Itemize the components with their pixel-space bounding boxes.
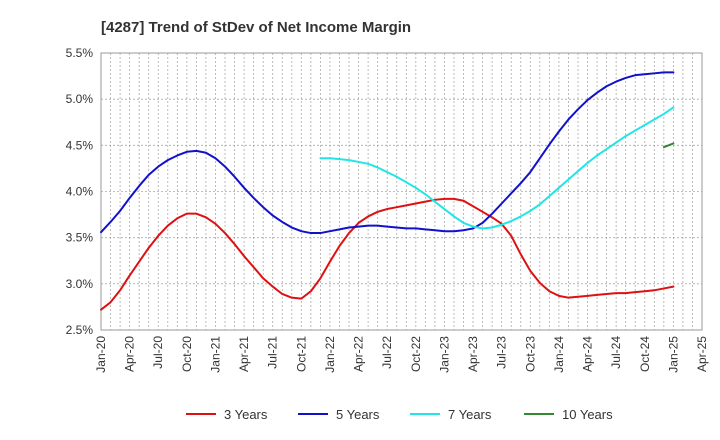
x-tick-label: Apr-25 bbox=[695, 336, 709, 372]
legend: 3 Years 5 Years 7 Years 10 Years bbox=[186, 407, 613, 422]
x-tick-label: Apr-22 bbox=[352, 336, 366, 372]
x-tick-label: Jul-24 bbox=[609, 336, 623, 369]
x-tick-label: Oct-20 bbox=[180, 336, 194, 372]
x-tick-label: Jan-23 bbox=[437, 336, 451, 373]
series-line-10-years bbox=[662, 142, 675, 149]
x-tick-label: Jul-20 bbox=[151, 336, 165, 369]
x-tick-label: Jan-22 bbox=[323, 336, 337, 373]
y-tick-label: 5.5% bbox=[66, 46, 94, 60]
series-lines bbox=[100, 71, 675, 311]
x-tick-label: Oct-22 bbox=[409, 336, 423, 372]
x-tick-label: Jan-24 bbox=[552, 336, 566, 373]
y-tick-label: 2.5% bbox=[66, 323, 94, 337]
series-line-3-years bbox=[100, 197, 675, 311]
plot-area-border bbox=[100, 52, 703, 331]
y-tick-label: 5.0% bbox=[66, 92, 94, 106]
chart-title: [4287] Trend of StDev of Net Income Marg… bbox=[101, 19, 411, 36]
grid-lines bbox=[101, 53, 702, 330]
y-axis-ticks: 2.5% 3.0% 3.5% 4.0% 4.5% 5.0% 5.5% bbox=[66, 46, 94, 337]
x-tick-label: Jan-20 bbox=[94, 336, 108, 373]
legend-label: 3 Years bbox=[224, 407, 268, 422]
y-tick-label: 4.0% bbox=[66, 185, 94, 199]
series-line-7-years bbox=[319, 106, 675, 230]
x-tick-label: Oct-23 bbox=[523, 336, 537, 372]
x-tick-label: Apr-21 bbox=[237, 336, 251, 372]
x-tick-label: Jul-22 bbox=[380, 336, 394, 369]
legend-label: 5 Years bbox=[336, 407, 380, 422]
x-tick-label: Jul-23 bbox=[495, 336, 509, 369]
x-tick-label: Apr-20 bbox=[123, 336, 137, 372]
x-tick-label: Jan-21 bbox=[208, 336, 222, 373]
x-tick-label: Oct-24 bbox=[638, 336, 652, 372]
legend-label: 7 Years bbox=[448, 407, 492, 422]
legend-label: 10 Years bbox=[562, 407, 613, 422]
x-tick-label: Jul-21 bbox=[266, 336, 280, 369]
y-tick-label: 3.0% bbox=[66, 277, 94, 291]
y-tick-label: 4.5% bbox=[66, 138, 94, 152]
x-axis-ticks: Jan-20 Apr-20 Jul-20 Oct-20 Jan-21 Apr-21 Jul-… bbox=[94, 336, 709, 373]
y-tick-label: 3.5% bbox=[66, 231, 94, 245]
x-tick-label: Apr-23 bbox=[466, 336, 480, 372]
x-tick-label: Apr-24 bbox=[581, 336, 595, 372]
x-tick-label: Oct-21 bbox=[294, 336, 308, 372]
series-line-5-years bbox=[100, 71, 675, 235]
x-tick-label: Jan-25 bbox=[666, 336, 680, 373]
